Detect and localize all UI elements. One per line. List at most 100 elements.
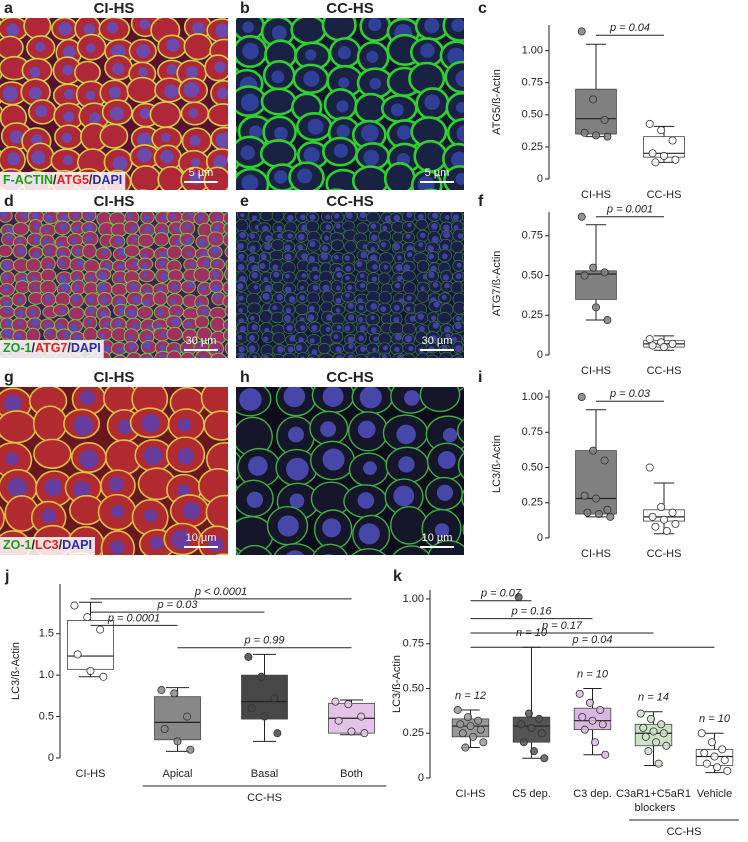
nucleus [58, 203, 65, 210]
panel-title: CC-HS [326, 193, 374, 210]
data-point [657, 720, 666, 729]
cell [210, 316, 226, 332]
data-point [592, 303, 601, 312]
nucleus [283, 387, 306, 408]
nucleus [309, 240, 316, 247]
cell [224, 267, 228, 281]
nucleus [190, 0, 203, 8]
nucleus [60, 283, 69, 292]
data-point [527, 723, 536, 732]
nucleus [172, 368, 178, 374]
nucleus [396, 275, 403, 281]
nucleus [212, 236, 218, 242]
nucleus [197, 214, 205, 221]
cell [378, 291, 392, 304]
data-point [577, 27, 586, 36]
x-tick-label: Vehicle [697, 788, 732, 800]
nucleus [85, 90, 96, 101]
nucleus [420, 286, 425, 291]
cell [180, 367, 195, 379]
data-point [589, 263, 598, 272]
micrograph [0, 197, 228, 379]
nucleus [467, 274, 474, 281]
nucleus [432, 282, 439, 288]
cell [70, 212, 82, 215]
nucleus [127, 308, 136, 318]
p-value: p = 0.04 [571, 634, 612, 646]
nucleus [335, 297, 342, 304]
nucleus [370, 327, 377, 334]
nucleus [85, 212, 95, 220]
nucleus [229, 349, 234, 354]
cell [344, 240, 357, 254]
y-axis-label: LC3/ß-Actin [491, 435, 503, 493]
data-point [331, 697, 340, 706]
panel-letter: f [478, 193, 484, 210]
nucleus [259, 262, 266, 270]
data-point [657, 502, 666, 511]
cell [236, 219, 249, 233]
nucleus [240, 212, 245, 218]
data-point [257, 672, 266, 681]
nucleus [456, 316, 461, 322]
nucleus [417, 213, 424, 220]
y-tick-label: 0.25 [522, 497, 543, 509]
nucleus [144, 355, 152, 358]
nucleus [31, 275, 37, 281]
nucleus [417, 176, 435, 190]
nucleus [382, 365, 387, 370]
nucleus [336, 100, 349, 113]
nucleus [303, 70, 320, 87]
nucleus [238, 253, 245, 260]
x-tick-label-line: blockers [631, 802, 676, 814]
data-point [718, 745, 727, 754]
stain-part: / [67, 341, 71, 355]
nucleus [44, 295, 52, 302]
data-point [183, 712, 192, 721]
cell [202, 0, 237, 17]
micrograph [0, 387, 228, 555]
nucleus [451, 18, 464, 32]
nucleus [299, 294, 306, 301]
nucleus [428, 271, 435, 279]
nucleus [335, 307, 341, 313]
nucleus [227, 366, 234, 373]
data-point [517, 720, 526, 729]
nucleus [225, 322, 228, 330]
nucleus [335, 346, 342, 353]
nucleus [73, 481, 91, 499]
nucleus [468, 325, 475, 332]
nucleus [273, 271, 280, 278]
cell [195, 197, 209, 210]
nucleus [58, 260, 66, 267]
data-point [651, 158, 660, 167]
data-point [603, 132, 612, 141]
cell [27, 198, 42, 210]
nucleus [141, 262, 149, 270]
cell [113, 354, 127, 358]
nucleus [409, 315, 416, 322]
cell [474, 166, 508, 193]
nucleus [102, 345, 111, 353]
y-axis-label: LC3/ß-Actin [10, 642, 22, 700]
nucleus [44, 203, 50, 209]
nucleus [112, 156, 128, 172]
nucleus [285, 273, 290, 279]
nucleus [465, 216, 470, 221]
nucleus [136, 132, 153, 148]
nucleus [183, 81, 200, 98]
data-point [270, 694, 279, 703]
nucleus [139, 19, 150, 30]
nucleus [214, 61, 226, 74]
panel-letter: i [478, 369, 482, 386]
nucleus [362, 244, 368, 249]
nucleus [237, 335, 243, 340]
cell [44, 387, 53, 388]
nucleus [344, 325, 351, 332]
nucleus [60, 368, 68, 376]
cell [161, 18, 175, 20]
nucleus [360, 346, 366, 353]
nucleus [31, 150, 46, 165]
nucleus [160, 272, 168, 281]
nucleus [336, 285, 341, 291]
